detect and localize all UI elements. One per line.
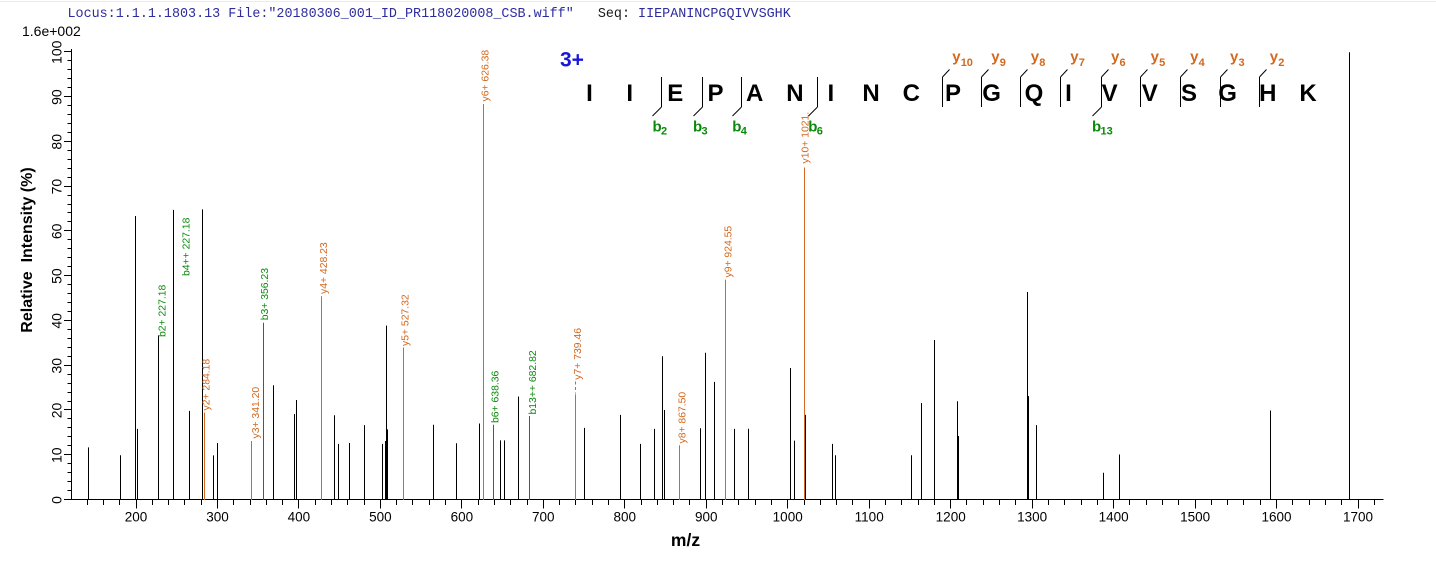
svg-text:4: 4: [1199, 57, 1206, 69]
svg-text:y: y: [1151, 49, 1160, 66]
svg-text:70: 70: [49, 179, 65, 195]
svg-text:b: b: [732, 119, 741, 136]
svg-text:700: 700: [532, 510, 555, 525]
svg-text:2: 2: [1278, 57, 1284, 69]
svg-text:300: 300: [206, 510, 229, 525]
svg-text:V: V: [1102, 80, 1118, 107]
svg-text:800: 800: [614, 510, 637, 525]
svg-text:200: 200: [125, 510, 148, 525]
svg-text:50: 50: [49, 268, 65, 284]
svg-text:6: 6: [1120, 57, 1126, 69]
svg-text:y: y: [1111, 49, 1120, 66]
svg-text:I: I: [626, 80, 633, 107]
svg-text:80: 80: [49, 134, 65, 150]
svg-text:A: A: [746, 80, 763, 107]
svg-text:y9+ 924.55: y9+ 924.55: [723, 226, 734, 278]
svg-text:m/z: m/z: [671, 530, 700, 550]
svg-text:1400: 1400: [1099, 510, 1129, 525]
svg-text:y: y: [1070, 49, 1079, 66]
svg-text:10: 10: [49, 447, 65, 463]
svg-text:3: 3: [702, 126, 708, 138]
svg-text:3+: 3+: [560, 49, 584, 72]
svg-text:y5+ 527.32: y5+ 527.32: [401, 294, 412, 346]
svg-text:1500: 1500: [1180, 510, 1210, 525]
svg-text:K: K: [1299, 80, 1317, 107]
svg-text:0: 0: [49, 496, 65, 504]
svg-text:y8+ 867.50: y8+ 867.50: [678, 392, 689, 444]
svg-text:N: N: [786, 80, 803, 107]
svg-text:P: P: [945, 80, 961, 107]
svg-text:6: 6: [817, 126, 823, 138]
svg-text:600: 600: [451, 510, 474, 525]
svg-text:4: 4: [741, 126, 748, 138]
svg-text:y: y: [1190, 49, 1199, 66]
svg-text:1000: 1000: [773, 510, 803, 525]
svg-text:9: 9: [1000, 57, 1006, 69]
svg-text:10: 10: [961, 57, 973, 69]
svg-text:Q: Q: [1025, 80, 1044, 107]
svg-text:b2+ 227.18: b2+ 227.18: [158, 284, 169, 337]
svg-text:y: y: [1031, 49, 1040, 66]
svg-text:H: H: [1259, 80, 1276, 107]
svg-text:b: b: [1092, 119, 1101, 136]
svg-text:y4+ 428.23: y4+ 428.23: [319, 242, 330, 294]
svg-text:C: C: [903, 80, 920, 107]
svg-text:3: 3: [1239, 57, 1245, 69]
svg-text:1200: 1200: [936, 510, 966, 525]
svg-text:G: G: [982, 80, 1001, 107]
svg-text:2: 2: [661, 126, 667, 138]
svg-text:1700: 1700: [1343, 510, 1373, 525]
svg-text:y2+ 284.18: y2+ 284.18: [202, 359, 213, 411]
svg-text:y7+ 739.46: y7+ 739.46: [573, 328, 584, 380]
svg-text:b4++ 227.18: b4++ 227.18: [182, 217, 193, 276]
svg-text:I: I: [827, 80, 834, 107]
svg-text:1300: 1300: [1017, 510, 1047, 525]
svg-text:8: 8: [1039, 57, 1045, 69]
svg-text:30: 30: [49, 358, 65, 374]
svg-text:y: y: [1270, 49, 1279, 66]
svg-text:y: y: [952, 49, 961, 66]
svg-text:7: 7: [1079, 57, 1085, 69]
svg-text:b: b: [693, 119, 702, 136]
svg-text:N: N: [862, 80, 879, 107]
svg-text:13: 13: [1101, 126, 1113, 138]
svg-text:1100: 1100: [855, 510, 884, 525]
svg-text:b6+ 638.36: b6+ 638.36: [491, 370, 502, 423]
svg-text:b: b: [808, 119, 817, 136]
svg-text:P: P: [707, 80, 723, 107]
svg-text:y10+ 1021.: y10+ 1021.: [801, 112, 812, 164]
svg-text:400: 400: [288, 510, 311, 525]
svg-text:500: 500: [369, 510, 392, 525]
svg-text:900: 900: [695, 510, 718, 525]
svg-text:V: V: [1142, 80, 1158, 107]
svg-text:y: y: [1230, 49, 1239, 66]
svg-text:60: 60: [49, 223, 65, 239]
svg-text:b: b: [653, 119, 662, 136]
svg-text:100: 100: [49, 40, 65, 64]
svg-text:I: I: [1065, 80, 1072, 107]
svg-text:I: I: [586, 80, 593, 107]
svg-text:90: 90: [49, 89, 65, 105]
svg-text:1600: 1600: [1261, 510, 1291, 525]
svg-text:40: 40: [49, 313, 65, 329]
svg-text:E: E: [667, 80, 683, 107]
svg-text:20: 20: [49, 403, 65, 419]
svg-text:S: S: [1181, 80, 1197, 107]
svg-text:G: G: [1218, 80, 1237, 107]
svg-text:Relative Intensity (%): Relative Intensity (%): [19, 167, 36, 332]
svg-text:b13++ 682.82: b13++ 682.82: [528, 350, 539, 414]
svg-text:b3+ 356.23: b3+ 356.23: [260, 268, 271, 321]
svg-text:5: 5: [1159, 57, 1165, 69]
svg-text:y6+ 626.38: y6+ 626.38: [481, 50, 492, 102]
svg-text:y3+ 341.20: y3+ 341.20: [251, 387, 262, 439]
svg-text:y: y: [991, 49, 1000, 66]
